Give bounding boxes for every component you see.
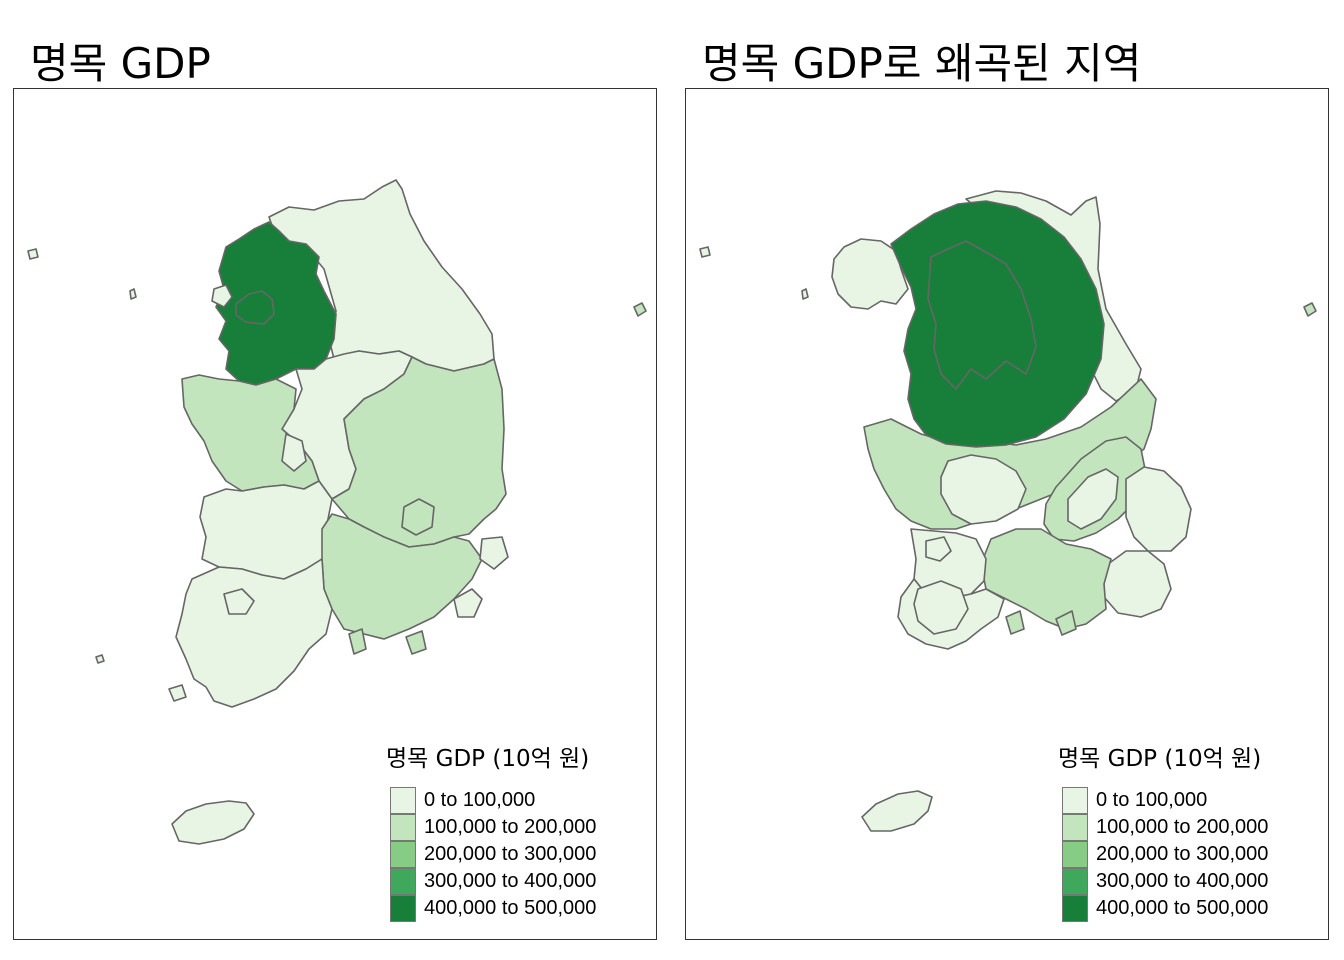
legend-label: 100,000 to 200,000: [424, 816, 597, 838]
cartogram-map: [699, 190, 1317, 832]
legend-swatch: [390, 868, 416, 895]
legend-item: 200,000 to 300,000: [390, 841, 650, 868]
map-panel-nominal-gdp: 명목 GDP (10억 원) 0 to 100,000 100,000 to 2…: [13, 88, 657, 940]
region-jeonnam-inner: [913, 580, 969, 635]
region-gwangju: [925, 536, 952, 562]
region-jeju: [861, 790, 933, 832]
island-ulleung: [1303, 302, 1317, 317]
region-incheon: [211, 284, 233, 308]
region-gyeongnam: [321, 513, 483, 640]
island-s-2: [348, 628, 367, 655]
legend-swatch: [1062, 895, 1088, 922]
legend-label: 200,000 to 300,000: [424, 843, 597, 865]
region-incheon: [831, 238, 909, 310]
legend-item: 0 to 100,000: [390, 787, 650, 814]
region-daejeon: [281, 433, 307, 472]
legend-item: 300,000 to 400,000: [390, 868, 650, 895]
legend-swatch: [1062, 814, 1088, 841]
island-west-1: [699, 246, 711, 258]
region-seoul: [235, 290, 275, 325]
panel-title-cartogram: 명목 GDP로 왜곡된 지역: [702, 39, 1142, 88]
map-panel-cartogram: 명목 GDP (10억 원) 0 to 100,000 100,000 to 2…: [685, 88, 1329, 940]
region-busan: [453, 588, 483, 618]
legend-swatch: [390, 787, 416, 814]
region-daegu: [1067, 468, 1119, 530]
legend-swatch: [390, 814, 416, 841]
choropleth-map: [27, 179, 647, 845]
legend-item: 100,000 to 200,000: [390, 814, 650, 841]
legend-label: 0 to 100,000: [1096, 789, 1208, 811]
legend-label: 300,000 to 400,000: [424, 870, 597, 892]
island-west-2: [801, 288, 809, 300]
region-ulsan: [1125, 466, 1192, 552]
island-s-1: [95, 654, 105, 664]
legend-label: 400,000 to 500,000: [424, 897, 597, 919]
region-busan: [1103, 550, 1172, 618]
legend-label: 400,000 to 500,000: [1096, 897, 1269, 919]
island-s-2: [1005, 610, 1025, 635]
legend-label: 300,000 to 400,000: [1096, 870, 1269, 892]
legend-item: 200,000 to 300,000: [1062, 841, 1322, 868]
region-jeonnam: [175, 558, 333, 708]
island-sw-1: [168, 684, 187, 702]
legend-label: 0 to 100,000: [424, 789, 536, 811]
region-daegu: [401, 498, 435, 536]
panel-title-nominal-gdp: 명목 GDP: [30, 39, 211, 88]
legend-item: 400,000 to 500,000: [1062, 895, 1322, 922]
legend-item: 300,000 to 400,000: [1062, 868, 1322, 895]
legend: 명목 GDP (10억 원) 0 to 100,000 100,000 to 2…: [1058, 739, 1322, 922]
legend-item: 0 to 100,000: [1062, 787, 1322, 814]
legend-swatch: [390, 895, 416, 922]
region-chungbuk: [940, 454, 1027, 525]
legend: 명목 GDP (10억 원) 0 to 100,000 100,000 to 2…: [386, 739, 650, 922]
region-ulsan: [479, 536, 509, 570]
island-ulleung: [633, 302, 647, 317]
legend-item: 400,000 to 500,000: [390, 895, 650, 922]
island-west-1: [27, 248, 39, 260]
legend-swatch: [1062, 868, 1088, 895]
island-west-2: [129, 288, 137, 300]
legend-title: 명목 GDP (10억 원): [386, 746, 590, 772]
region-gwangju: [223, 588, 255, 615]
region-jeju: [171, 800, 255, 845]
legend-swatch: [1062, 841, 1088, 868]
legend-label: 200,000 to 300,000: [1096, 843, 1269, 865]
region-gyeongnam: [980, 528, 1112, 630]
legend-swatch: [390, 841, 416, 868]
legend-swatch: [1062, 787, 1088, 814]
legend-title: 명목 GDP (10억 원): [1058, 746, 1262, 772]
legend-label: 100,000 to 200,000: [1096, 816, 1269, 838]
island-s-3: [1055, 610, 1077, 636]
legend-item: 100,000 to 200,000: [1062, 814, 1322, 841]
region-seoul: [927, 240, 1037, 390]
island-s-3: [405, 630, 427, 655]
